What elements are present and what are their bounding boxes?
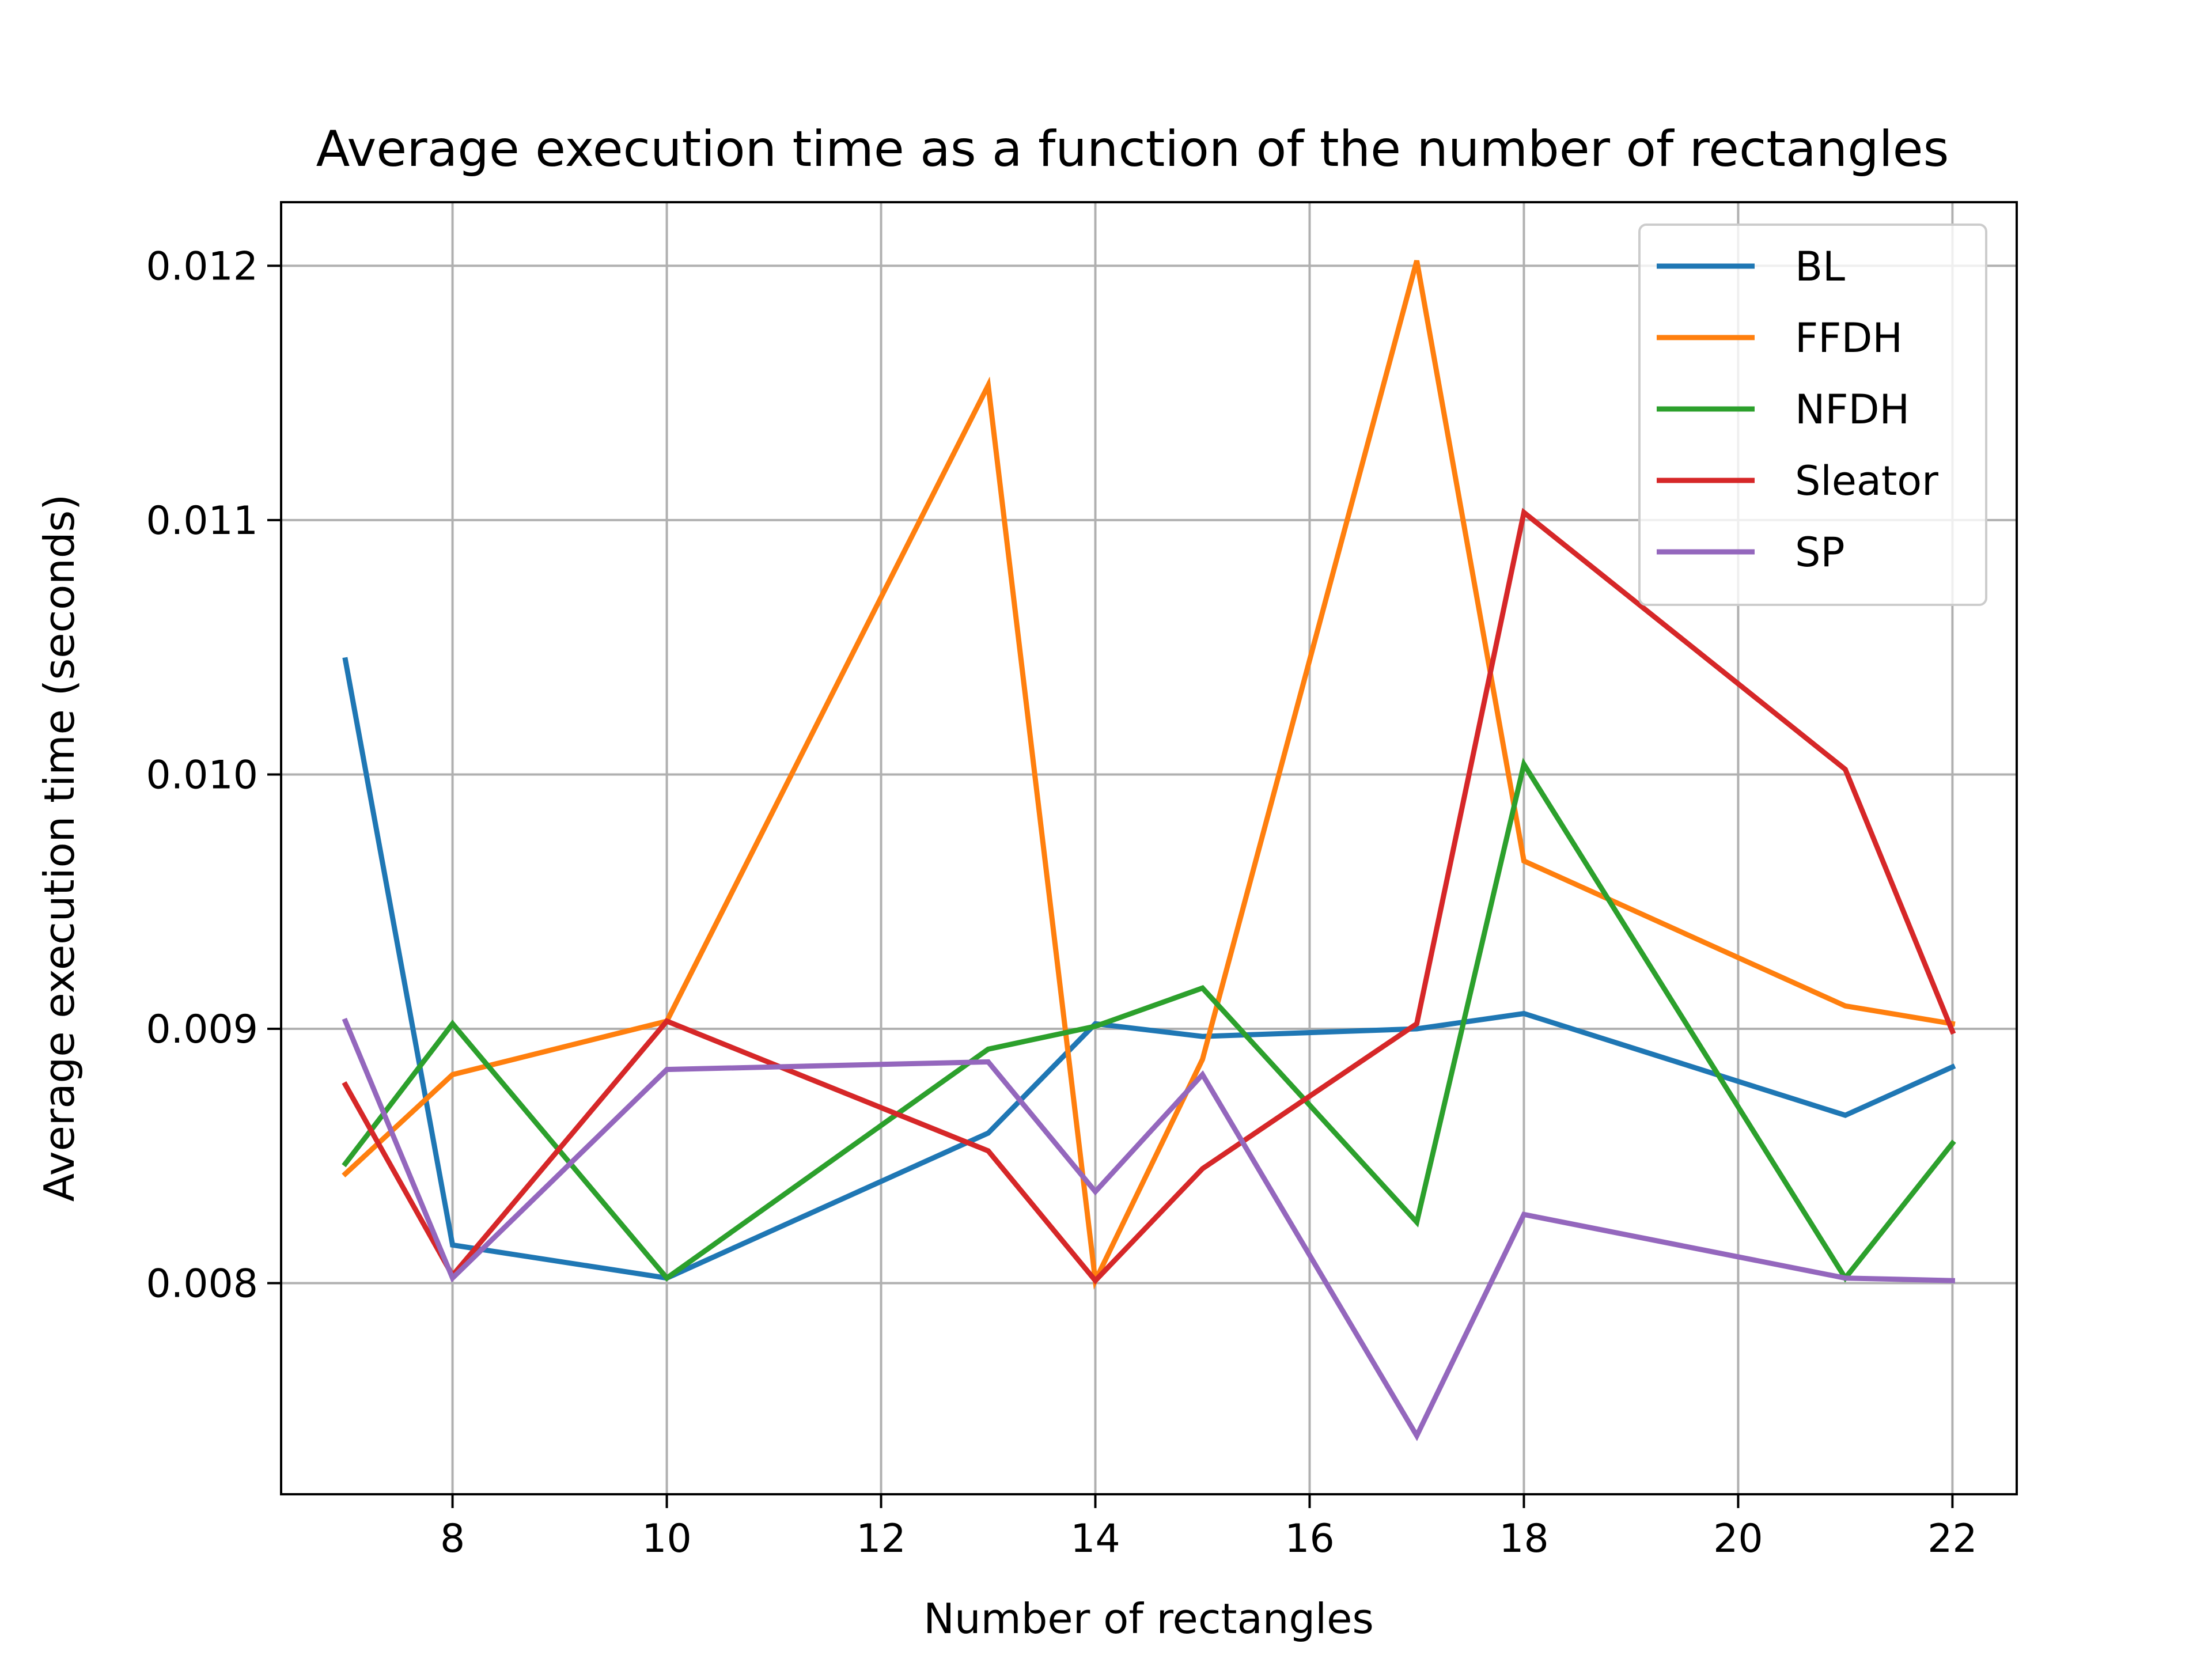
legend-box [1638,224,1987,606]
x-tick-label: 16 [1285,1516,1335,1562]
x-tick-label: 8 [440,1516,465,1562]
series-line-ffdh [342,260,1956,1290]
x-axis-label: Number of rectangles [923,1594,1374,1643]
x-tick-label: 22 [1927,1516,1978,1562]
x-tick-label: 12 [856,1516,906,1562]
chart-title: Average execution time as a function of … [316,120,1949,178]
y-tick-label: 0.011 [146,498,258,544]
x-tick-label: 14 [1070,1516,1120,1562]
series-line-sp [342,1017,1956,1441]
series-lines [342,260,1956,1441]
y-axis-label: Average execution time (seconds) [35,494,84,1202]
legend-label-bl: BL [1795,243,1845,290]
legend-label-sleator: Sleator [1795,457,1938,505]
legend-label-ffdh: FFDH [1795,315,1903,362]
axis-ticks: 8 10 12 14 16 18 20 22 0.008 0.009 0.010 0.011 0.012 [146,244,1977,1562]
legend: BL FFDH NFDH Sleator SP [1638,224,1987,606]
x-tick-label: 10 [642,1516,692,1562]
plot-frame [280,201,2018,1495]
x-tick-label: 20 [1713,1516,1763,1562]
series-line-bl [342,657,1956,1281]
y-tick-label: 0.008 [146,1262,258,1307]
legend-label-sp: SP [1795,529,1845,576]
y-tick-label: 0.009 [146,1007,258,1052]
y-tick-label: 0.012 [146,244,258,289]
series-line-nfdh [342,757,1956,1283]
series-line-sleator [342,507,1956,1285]
legend-label-nfdh: NFDH [1795,386,1910,433]
x-tick-label: 18 [1499,1516,1549,1562]
y-tick-label: 0.010 [146,752,258,798]
